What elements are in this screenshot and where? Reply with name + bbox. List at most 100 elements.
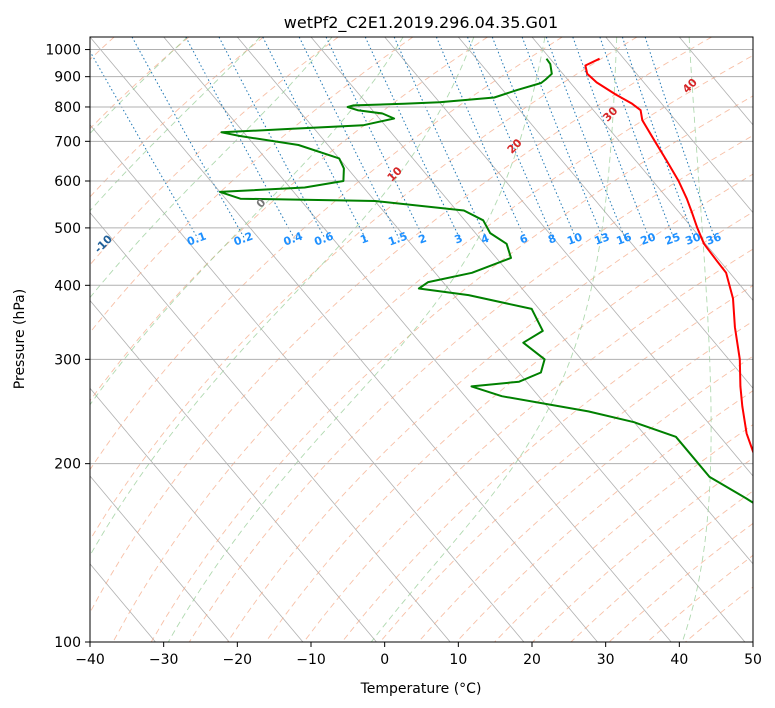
mixing-ratio-line bbox=[218, 37, 326, 239]
isotherm-line bbox=[605, 37, 753, 214]
mixing-ratio-line bbox=[262, 37, 366, 239]
dry-adiabat-line bbox=[379, 320, 753, 642]
x-tick-label: −10 bbox=[296, 652, 326, 668]
isotherm-line bbox=[236, 37, 746, 642]
mixing-ratio-label: 0.4 bbox=[282, 230, 305, 249]
isotherm-line bbox=[310, 37, 753, 565]
y-tick-label: 200 bbox=[54, 457, 81, 473]
moist-adiabat-line bbox=[762, 37, 775, 642]
moist-adiabat-line bbox=[681, 37, 712, 642]
dry-adiabat-line bbox=[227, 173, 753, 642]
mixing-ratio-label: 16 bbox=[615, 230, 634, 248]
dry-adiabat-line bbox=[112, 54, 753, 642]
dry-adiabat-line bbox=[90, 37, 712, 614]
chart-title: wetPf2_C2E1.2019.296.04.35.G01 bbox=[284, 13, 558, 33]
dry-adiabat-line bbox=[90, 37, 414, 334]
x-axis-label: Temperature (°C) bbox=[360, 681, 482, 697]
x-tick-label: −20 bbox=[223, 652, 253, 668]
isotherm-line bbox=[531, 37, 753, 302]
dry-adiabat-line bbox=[150, 95, 753, 642]
mixing-ratio-label: 1 bbox=[358, 232, 370, 247]
mixing-ratio-label: 4 bbox=[479, 232, 491, 247]
mixing-ratio-label: 0.1 bbox=[185, 230, 208, 249]
dry-adiabat-line bbox=[90, 37, 488, 402]
moist-adiabat-line bbox=[167, 37, 546, 642]
y-tick-label: 300 bbox=[54, 352, 81, 368]
mixing-ratio-label: 8 bbox=[546, 232, 558, 247]
mixing-ratio-label: 13 bbox=[593, 230, 612, 247]
dry-adiabat-line bbox=[417, 355, 753, 642]
x-tick-label: 50 bbox=[744, 652, 762, 668]
y-tick-label: 600 bbox=[54, 174, 81, 190]
dry-adiabat-line bbox=[646, 554, 753, 642]
y-tick-label: 400 bbox=[54, 278, 81, 294]
mixing-ratio-line bbox=[185, 37, 295, 239]
plot-frame bbox=[89, 36, 754, 643]
background-line-labels: -100-90-80-70-60-50-40-30-20-10010203040… bbox=[92, 76, 724, 256]
dry-adiabat-line bbox=[90, 37, 638, 541]
dry-adiabat-line bbox=[494, 424, 753, 642]
mixing-ratio-line bbox=[325, 37, 425, 239]
x-tick-label: −40 bbox=[75, 652, 105, 668]
dry-adiabat-label: -10 bbox=[92, 232, 115, 255]
mixing-ratio-line bbox=[393, 37, 487, 239]
dry-adiabat-line bbox=[570, 490, 753, 642]
mixing-ratio-label: 1.5 bbox=[386, 230, 409, 249]
isotherm-line bbox=[678, 37, 753, 126]
dry-adiabat-line bbox=[90, 37, 190, 130]
mixing-ratio-line bbox=[131, 37, 245, 239]
mixing-ratio-label: 30 bbox=[684, 230, 703, 248]
mixing-ratio-label: 25 bbox=[663, 230, 682, 247]
x-tick-label: 20 bbox=[523, 652, 541, 668]
isotherm-line bbox=[163, 37, 672, 642]
moist-adiabat-line bbox=[90, 37, 188, 135]
y-tick-label: 1000 bbox=[45, 43, 81, 59]
mixing-ratio-line bbox=[298, 37, 400, 239]
x-tick-label: 10 bbox=[449, 652, 467, 668]
isotherm-line bbox=[90, 299, 377, 642]
y-axis-label: Pressure (hPa) bbox=[12, 289, 28, 389]
dewpoint-profile-line bbox=[219, 58, 753, 504]
mixing-ratio-label: 2 bbox=[417, 232, 429, 247]
isotherm-line bbox=[384, 37, 753, 477]
mixing-ratio-line bbox=[90, 50, 199, 239]
y-tick-label: 700 bbox=[54, 134, 81, 150]
mixing-ratio-line bbox=[435, 37, 526, 239]
moist-adiabat-line bbox=[90, 37, 333, 299]
dry-adiabat-line bbox=[608, 522, 753, 642]
isotherm-line bbox=[90, 387, 304, 642]
dry-adiabat-line bbox=[90, 37, 339, 266]
dry-adiabat-line bbox=[341, 284, 753, 642]
mixing-ratio-line bbox=[467, 37, 554, 239]
isotherm-line bbox=[90, 124, 525, 642]
x-tick-label: 30 bbox=[597, 652, 615, 668]
isotherm-line bbox=[752, 37, 753, 38]
mixing-ratio-line bbox=[599, 37, 675, 239]
mixing-ratio-label: 36 bbox=[704, 230, 723, 248]
dry-adiabat-line bbox=[90, 37, 264, 198]
moist-adiabat-line bbox=[90, 37, 475, 557]
moist-adiabat-label: 20 bbox=[505, 136, 525, 156]
isotherm-line bbox=[90, 475, 230, 642]
dry-adiabat-line bbox=[90, 37, 563, 471]
dry-adiabat-line bbox=[265, 211, 753, 642]
y-axis: 1000 900 800 700 600 500 400 300 200 100 bbox=[45, 43, 90, 651]
mixing-ratio-label: 10 bbox=[565, 230, 584, 248]
moist-adiabat-label: 40 bbox=[680, 76, 700, 96]
x-tick-label: 0 bbox=[380, 652, 389, 668]
mixing-ratio-label: 0.2 bbox=[232, 230, 255, 249]
dry-adiabat-line bbox=[188, 134, 753, 642]
x-tick-label: −30 bbox=[149, 652, 179, 668]
y-tick-label: 900 bbox=[54, 70, 81, 86]
mixing-ratio-label: 6 bbox=[518, 232, 530, 247]
moist-adiabat-line bbox=[370, 37, 618, 642]
temperature-profile-line bbox=[584, 57, 753, 455]
isotherm-line bbox=[0, 37, 8, 642]
dry-adiabat-line bbox=[456, 390, 753, 642]
moist-adiabat-line bbox=[90, 37, 261, 212]
background-lines bbox=[0, 37, 775, 642]
moist-adiabat-line bbox=[90, 37, 404, 406]
y-tick-label: 500 bbox=[54, 221, 81, 237]
mixing-ratio-label: 3 bbox=[453, 232, 465, 247]
